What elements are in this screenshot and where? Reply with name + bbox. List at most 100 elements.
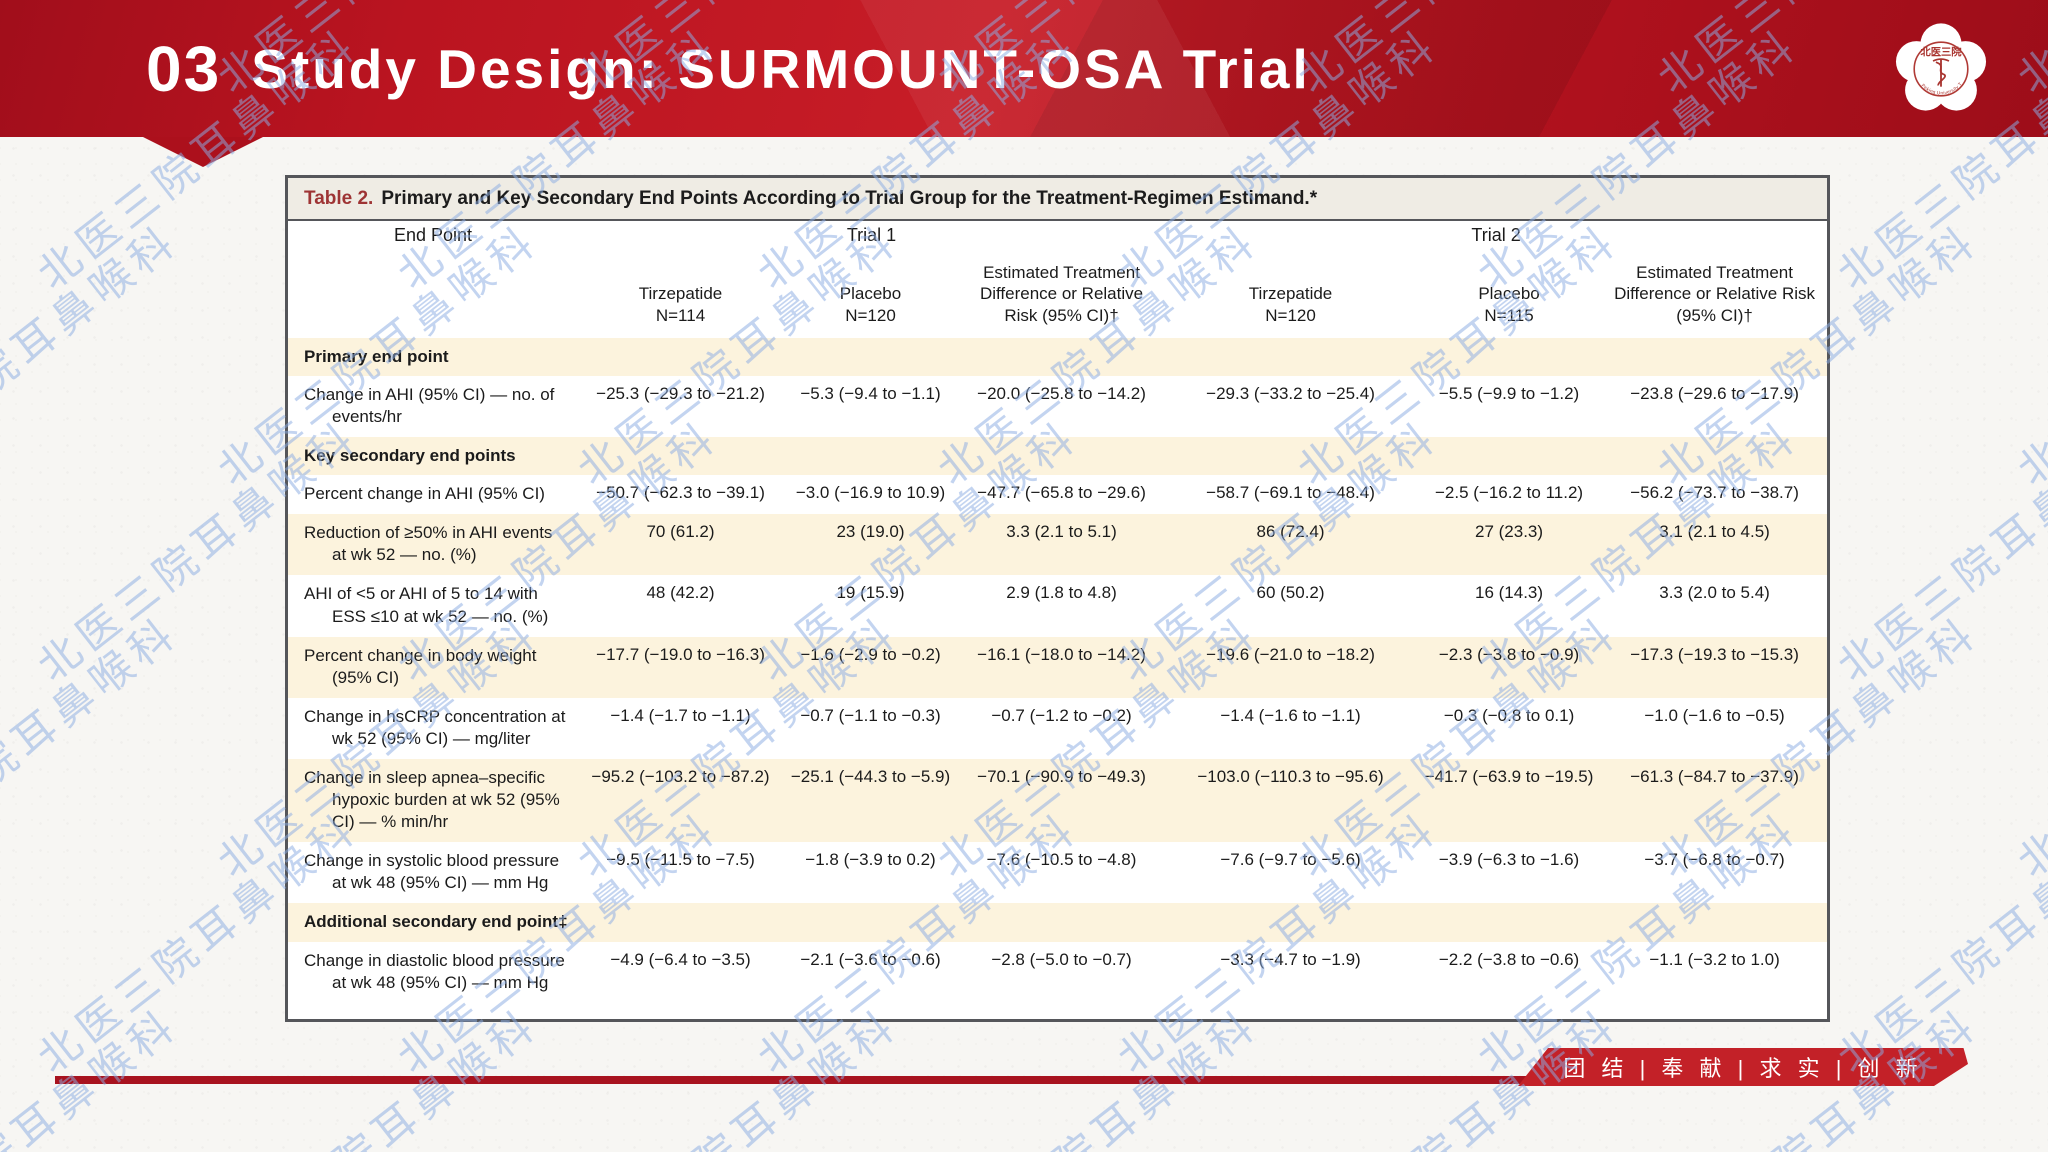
section-row: Additional secondary end point‡ (288, 903, 1828, 942)
endpoint-cell: AHI of <5 or AHI of 5 to 14 with ESS ≤10… (304, 584, 549, 626)
value-cell: −9.5 (−11.5 to −7.5) (606, 850, 755, 870)
value-cell: −2.3 (−3.8 to −0.9) (1438, 644, 1580, 664)
value-cell: 86 (72.4) (1256, 522, 1325, 542)
footer-motto-band: 团 结 | 奉 献 | 求 实 | 创 新 (1518, 1048, 1968, 1086)
table-row: Reduction of ≥50% in AHI events at wk 52… (288, 514, 1828, 576)
table-row: Percent change in body weight (95% CI) −1… (288, 636, 1828, 698)
table-body: Primary end point Change in AHI (95% CI) … (288, 337, 1828, 1003)
value-cell: −17.7 (−19.0 to −16.3) (596, 644, 765, 664)
section-label: Additional secondary end point‡ (304, 912, 568, 932)
table-bottom-padding (288, 1003, 1827, 1019)
value-cell: −3.0 (−16.9 to 10.9) (795, 483, 946, 503)
value-cell: −2.2 (−3.8 to −0.6) (1438, 949, 1580, 969)
endpoint-cell: Change in systolic blood pressure at wk … (304, 851, 560, 893)
endpoint-cell: Percent change in AHI (95% CI) (304, 484, 545, 504)
value-cell: 60 (50.2) (1256, 583, 1325, 603)
column-header-t1-tirzepatide: Tirzepatide N=114 (638, 284, 723, 325)
value-cell: −1.6 (−2.9 to −0.2) (800, 644, 941, 664)
value-cell: −1.0 (−1.6 to −0.5) (1644, 705, 1785, 725)
slide-heading: Study Design: SURMOUNT-OSA Trial (251, 37, 1311, 100)
table-row: Change in systolic blood pressure at wk … (288, 842, 1827, 903)
value-cell: −103.0 (−110.3 to −95.6) (1197, 766, 1384, 786)
table-row: AHI of <5 or AHI of 5 to 14 with ESS ≤10… (288, 575, 1827, 636)
value-cell: 3.3 (2.1 to 5.1) (1006, 522, 1117, 542)
endpoints-table: End Point Trial 1 Trial 2 Tirzepatide N=1… (288, 221, 1828, 1003)
value-cell: −3.3 (−4.7 to −1.9) (1220, 949, 1361, 969)
nejm-table: Table 2. Primary and Key Secondary End Po… (285, 175, 1830, 1022)
value-cell: −70.1 (−90.9 to −49.3) (977, 766, 1146, 786)
column-header-t2-estimated-difference: Estimated Treatment Difference or Relati… (1614, 263, 1816, 325)
value-cell: 70 (61.2) (646, 522, 715, 542)
value-cell: −5.3 (−9.4 to −1.1) (800, 383, 941, 403)
value-cell: −20.0 (−25.8 to −14.2) (977, 383, 1146, 403)
value-cell: −41.7 (−63.9 to −19.5) (1424, 766, 1594, 786)
table-title-text: Primary and Key Secondary End Points Acc… (381, 188, 1318, 209)
value-cell: −16.1 (−18.0 to −14.2) (977, 644, 1146, 664)
hospital-logo-icon: 北医三院 Peking University Third Hospital (1882, 8, 1987, 111)
value-cell: −4.9 (−6.4 to −3.5) (610, 949, 751, 969)
column-header-t2-placebo: Placebo N=115 (1478, 284, 1540, 325)
hospital-logo: 北医三院 Peking University Third Hospital (1882, 8, 1998, 126)
value-cell: −7.6 (−10.5 to −4.8) (986, 850, 1137, 870)
column-header-t1-estimated-difference: Estimated Treatment Difference or Relati… (979, 263, 1144, 325)
table-title: Table 2. Primary and Key Secondary End Po… (288, 178, 1827, 221)
table-row: Change in AHI (95% CI) — no. of events/h… (288, 376, 1827, 437)
value-cell: −1.1 (−3.2 to 1.0) (1649, 949, 1780, 969)
slide-section-number: 03 (146, 32, 222, 105)
value-cell: 23 (19.0) (836, 522, 905, 542)
value-cell: −56.2 (−73.7 to −38.7) (1630, 483, 1799, 503)
column-header-t2-tirzepatide: Tirzepatide N=120 (1248, 284, 1333, 325)
endpoint-cell: Reduction of ≥50% in AHI events at wk 52… (304, 523, 553, 565)
footer-accent-line (55, 1076, 1535, 1084)
slide-title: 03 Study Design: SURMOUNT-OSA Trial (146, 0, 1311, 137)
logo-chinese-name: 北医三院 (1920, 45, 1962, 58)
value-cell: −7.6 (−9.7 to −5.6) (1220, 850, 1361, 870)
value-cell: −23.8 (−29.6 to −17.9) (1630, 383, 1799, 403)
value-cell: 2.9 (1.8 to 4.8) (1006, 583, 1117, 603)
value-cell: −2.8 (−5.0 to −0.7) (991, 949, 1132, 969)
value-cell: −19.6 (−21.0 to −18.2) (1206, 644, 1375, 664)
value-cell: 48 (42.2) (646, 583, 715, 603)
endpoint-cell: Change in sleep apnea–specific hypoxic b… (304, 767, 560, 832)
table-row: Change in sleep apnea–specific hypoxic b… (288, 758, 1828, 843)
table-row: Percent change in AHI (95% CI) −50.7 (−62… (288, 475, 1827, 514)
value-cell: −3.9 (−6.3 to −1.6) (1438, 850, 1580, 870)
table-row: Change in hsCRP concentration at wk 52 (… (288, 698, 1827, 759)
value-cell: −0.7 (−1.1 to −0.3) (800, 705, 941, 725)
value-cell: −5.5 (−9.9 to −1.2) (1438, 383, 1580, 403)
value-cell: −17.3 (−19.3 to −15.3) (1630, 644, 1799, 664)
value-cell: −47.7 (−65.8 to −29.6) (977, 483, 1146, 503)
value-cell: −0.7 (−1.2 to −0.2) (991, 705, 1132, 725)
value-cell: −2.1 (−3.6 to −0.6) (800, 949, 941, 969)
value-cell: 3.3 (2.0 to 5.4) (1659, 583, 1770, 603)
value-cell: −29.3 (−33.2 to −25.4) (1206, 383, 1375, 403)
value-cell: 27 (23.3) (1475, 522, 1544, 542)
value-cell: −2.5 (−16.2 to 11.2) (1434, 483, 1584, 503)
column-group-trial-2: Trial 2 (1471, 225, 1521, 245)
value-cell: −95.2 (−103.2 to −87.2) (591, 766, 770, 786)
section-row: Key secondary end points (288, 437, 1828, 476)
value-cell: −1.8 (−3.9 to 0.2) (805, 850, 936, 870)
value-cell: −0.3 (−0.8 to 0.1) (1443, 705, 1575, 725)
value-cell: 3.1 (2.1 to 4.5) (1659, 522, 1770, 542)
section-row: Primary end point (288, 337, 1828, 376)
table-row: Change in diastolic blood pressure at wk… (288, 942, 1827, 1003)
column-group-trial-1: Trial 1 (846, 225, 897, 245)
column-header-endpoint: End Point (393, 225, 473, 245)
value-cell: −58.7 (−69.1 to −48.4) (1206, 483, 1375, 503)
section-label: Key secondary end points (304, 446, 516, 466)
value-cell: −25.3 (−29.3 to −21.2) (596, 383, 765, 403)
value-cell: 19 (15.9) (836, 583, 905, 603)
column-header-t1-placebo: Placebo N=120 (839, 284, 902, 325)
endpoint-cell: Percent change in body weight (95% CI) (304, 645, 537, 687)
endpoint-cell: Change in hsCRP concentration at wk 52 (… (304, 706, 566, 748)
table-header: End Point Trial 1 Trial 2 Tirzepatide N=1… (288, 221, 1827, 338)
value-cell: −50.7 (−62.3 to −39.1) (596, 483, 765, 503)
endpoint-cell: Change in AHI (95% CI) — no. of events/h… (304, 384, 555, 426)
footer-motto-text: 团 结 | 奉 献 | 求 实 | 创 新 (1563, 1056, 1923, 1081)
value-cell: −61.3 (−84.7 to −37.9) (1630, 766, 1799, 786)
header-banner (0, 0, 2048, 137)
value-cell: −3.7 (−6.8 to −0.7) (1644, 850, 1785, 870)
value-cell: −1.4 (−1.7 to −1.1) (610, 705, 751, 725)
table-number-label: Table 2. (304, 188, 374, 209)
